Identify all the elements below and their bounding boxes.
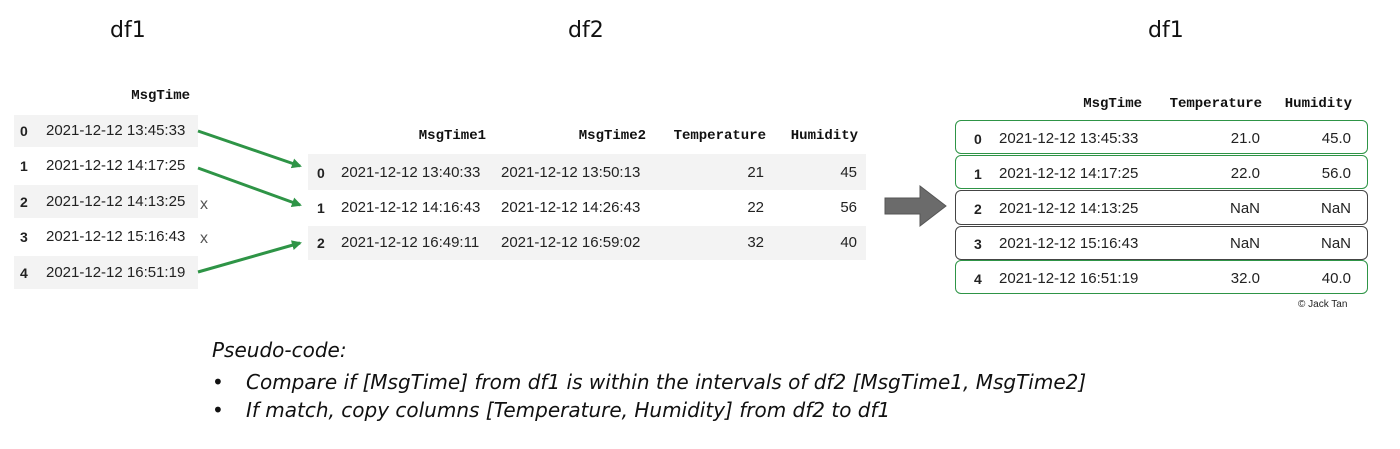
match-arrow — [197, 129, 302, 169]
df1-left-title: df1 — [110, 18, 146, 43]
df1-right-msgtime: 2021-12-12 16:51:19 — [999, 270, 1139, 287]
df1-right-index: 0 — [974, 131, 982, 147]
pseudo-code-block: Pseudo-code: • Compare if [MsgTime] from… — [212, 338, 1086, 422]
df2-title: df2 — [568, 18, 604, 43]
df1-right-index: 3 — [974, 236, 982, 252]
df2-msgtime2: 2021-12-12 13:50:13 — [501, 164, 641, 181]
df1-left-header-msgtime: MsgTime — [131, 88, 190, 104]
match-arrow — [197, 166, 302, 207]
bullet-dot: • — [212, 370, 224, 394]
df1-left-msgtime: 2021-12-12 13:45:33 — [46, 122, 186, 139]
df2-index: 0 — [317, 165, 325, 181]
df2-msgtime1: 2021-12-12 16:49:11 — [341, 234, 480, 251]
df1-left-msgtime: 2021-12-12 15:16:43 — [46, 228, 186, 245]
df2-header-msgtime1: MsgTime1 — [418, 128, 486, 144]
df1-right-msgtime: 2021-12-12 13:45:33 — [999, 130, 1139, 147]
bullet-dot: • — [212, 398, 224, 422]
df1-right-row-box — [955, 190, 1368, 225]
df1-left-index: 3 — [20, 229, 28, 245]
df1-right-title: df1 — [1148, 18, 1184, 43]
df1-right-row-box — [955, 120, 1368, 154]
df1-right-row-box — [955, 260, 1368, 294]
no-match-mark: x — [200, 196, 208, 213]
df2-header-temperature: Temperature — [673, 128, 766, 144]
df1-right-temperature: 22.0 — [1230, 165, 1260, 182]
df1-right-humidity: 56.0 — [1321, 165, 1351, 182]
df1-left-index: 0 — [20, 123, 28, 139]
no-match-mark: x — [200, 230, 208, 247]
df1-right-header-temperature: Temperature — [1169, 96, 1262, 112]
df2-humidity: 56 — [840, 199, 857, 216]
df2-row-bg — [308, 226, 866, 260]
df1-right-temperature: NaN — [1229, 200, 1260, 217]
df2-row-bg — [308, 154, 866, 190]
copyright-note: © Jack Tan — [1298, 299, 1348, 310]
df1-right-msgtime: 2021-12-12 14:13:25 — [999, 200, 1139, 217]
df2-index: 2 — [317, 235, 325, 251]
df2-header-msgtime2: MsgTime2 — [578, 128, 646, 144]
df1-right-header-humidity: Humidity — [1284, 96, 1352, 112]
df1-right-humidity: 40.0 — [1321, 270, 1351, 287]
df1-right-temperature: NaN — [1229, 235, 1260, 252]
df1-left-row-bg — [14, 115, 198, 147]
df2-msgtime2: 2021-12-12 16:59:02 — [501, 234, 641, 251]
df1-left-row-bg — [14, 256, 198, 289]
df1-left-msgtime: 2021-12-12 14:13:25 — [46, 193, 186, 210]
df2-humidity: 40 — [840, 234, 857, 251]
df1-right-msgtime: 2021-12-12 15:16:43 — [999, 235, 1139, 252]
df1-right-header-msgtime: MsgTime — [1083, 96, 1142, 112]
df1-left-msgtime: 2021-12-12 16:51:19 — [46, 264, 186, 281]
match-arrow — [197, 240, 302, 274]
pseudo-code-bullet: • Compare if [MsgTime] from df1 is withi… — [212, 370, 1086, 394]
df1-right-humidity: NaN — [1320, 235, 1351, 252]
df1-right-humidity: NaN — [1320, 200, 1351, 217]
result-arrow-icon — [884, 184, 947, 228]
df1-right-row-box — [955, 226, 1368, 260]
df1-right-temperature: 21.0 — [1230, 130, 1260, 147]
df1-left-index: 2 — [20, 194, 28, 210]
df2-humidity: 45 — [840, 164, 857, 181]
df2-index: 1 — [317, 200, 325, 216]
df1-right-msgtime: 2021-12-12 14:17:25 — [999, 165, 1139, 182]
df1-left-msgtime: 2021-12-12 14:17:25 — [46, 157, 186, 174]
df1-right-index: 1 — [974, 166, 982, 182]
df1-left-index: 1 — [20, 158, 28, 174]
df1-right-index: 2 — [974, 201, 982, 217]
df1-right-row-box — [955, 155, 1368, 189]
df1-left-index: 4 — [20, 265, 28, 281]
df2-temperature: 32 — [747, 234, 764, 251]
df1-left-row-bg — [14, 185, 198, 218]
pseudo-code-line: Compare if [MsgTime] from df1 is within … — [246, 370, 1087, 394]
pseudo-code-title: Pseudo-code: — [212, 338, 347, 362]
df2-msgtime1: 2021-12-12 14:16:43 — [341, 199, 481, 216]
df2-temperature: 21 — [747, 164, 764, 181]
df2-msgtime1: 2021-12-12 13:40:33 — [341, 164, 481, 181]
df1-right-temperature: 32.0 — [1230, 270, 1260, 287]
df1-right-humidity: 45.0 — [1321, 130, 1351, 147]
pseudo-code-line: If match, copy columns [Temperature, Hum… — [246, 398, 891, 422]
df2-msgtime2: 2021-12-12 14:26:43 — [501, 199, 641, 216]
df2-temperature: 22 — [747, 199, 764, 216]
pseudo-code-bullet: • If match, copy columns [Temperature, H… — [212, 398, 1086, 422]
df1-right-index: 4 — [974, 271, 982, 287]
df2-header-humidity: Humidity — [790, 128, 858, 144]
